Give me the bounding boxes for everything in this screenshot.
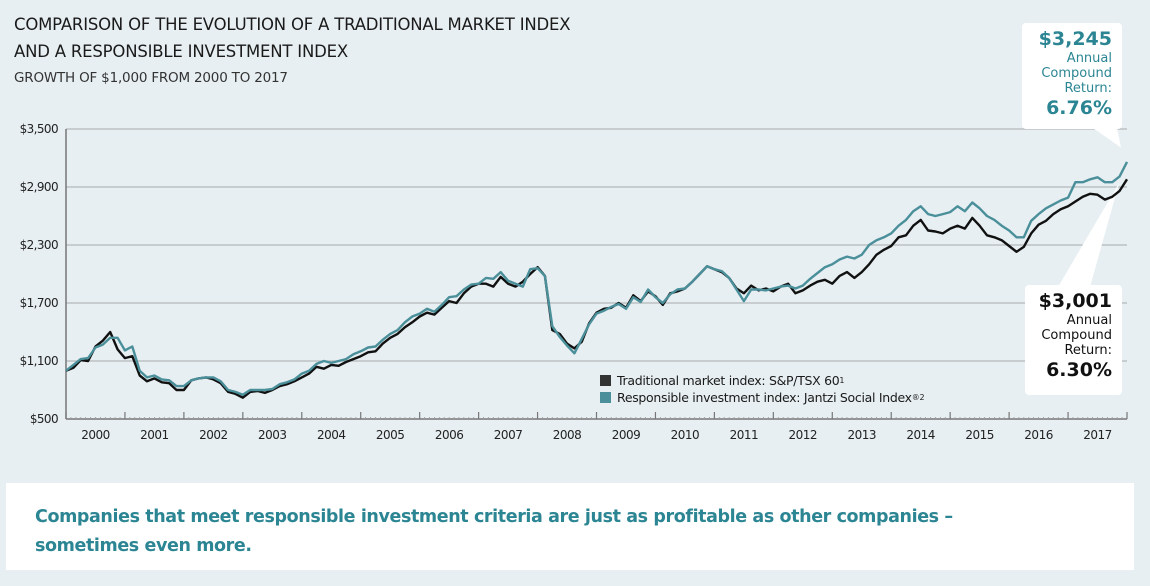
x-tick-label: 2005 [376, 428, 405, 442]
y-tick-label: $1,100 [20, 354, 58, 368]
x-tick-label: 2001 [140, 428, 169, 442]
legend-label-responsible: Responsible investment index: Jantzi Soc… [617, 390, 912, 405]
legend-label-traditional: Traditional market index: S&P/TSX 60 [617, 373, 840, 388]
x-tick-label: 2009 [612, 428, 641, 442]
callout-traditional-label-1: Annual [1066, 313, 1112, 328]
grid-lines [66, 128, 1127, 362]
callout-traditional-value: $3,001 [1038, 290, 1112, 312]
x-tick-label: 2014 [906, 428, 935, 442]
callout-traditional-rate: 6.30% [1046, 359, 1112, 381]
chart-subtitle: GROWTH OF $1,000 FROM 2000 TO 2017 [14, 70, 288, 86]
chart-title-line-2: AND A RESPONSIBLE INVESTMENT INDEX [14, 42, 348, 61]
callout-traditional-label-3: Return: [1064, 343, 1112, 358]
x-tick-label: 2002 [199, 428, 228, 442]
legend-swatch-responsible [600, 392, 611, 403]
callout-responsible-label-1: Annual [1066, 51, 1112, 66]
callout-traditional: $3,001 Annual Compound Return: 6.30% [1025, 285, 1122, 395]
x-tick-label: 2015 [965, 428, 994, 442]
series-line-responsible [65, 161, 1129, 396]
x-tick-label: 2012 [789, 428, 818, 442]
legend-item-traditional: Traditional market index: S&P/TSX 60 1 [600, 372, 924, 389]
x-tick-label: 2004 [317, 428, 346, 442]
x-tick-label: 2013 [847, 428, 876, 442]
chart-title: COMPARISON OF THE EVOLUTION OF A TRADITI… [14, 11, 774, 65]
y-tick-label: $2,900 [20, 180, 58, 194]
x-tick-label: 2007 [494, 428, 523, 442]
x-tick-label: 2017 [1083, 428, 1112, 442]
x-tick-label: 2006 [435, 428, 464, 442]
callout-pointer-traditional [1058, 183, 1119, 287]
callout-responsible-rate: 6.76% [1046, 97, 1112, 119]
callout-responsible: $3,245 Annual Compound Return: 6.76% [1022, 23, 1122, 129]
x-tick-label: 2003 [258, 428, 287, 442]
y-tick-label: $3,500 [20, 122, 58, 136]
chart-title-line-1: COMPARISON OF THE EVOLUTION OF A TRADITI… [14, 15, 571, 34]
legend-footnote-responsible: ®2 [911, 393, 925, 402]
x-tick-label: 2016 [1024, 428, 1053, 442]
callout-pointers [1058, 128, 1121, 287]
callout-responsible-label-3: Return: [1064, 81, 1112, 96]
x-tick-label: 2011 [730, 428, 759, 442]
callout-traditional-label-2: Compound [1041, 328, 1112, 343]
y-tick-label: $1,700 [20, 296, 58, 310]
y-tick-label: $500 [30, 412, 58, 426]
y-tick-label: $2,300 [20, 238, 58, 252]
line-chart: $3,500$2,900$2,300$1,700$1,100$500 2000 2… [20, 122, 1129, 442]
x-tick-label: 2000 [81, 428, 110, 442]
callout-pointer-responsible [1093, 128, 1121, 148]
footer-message: Companies that meet responsible investme… [35, 507, 953, 556]
legend-swatch-traditional [600, 375, 611, 386]
callout-responsible-value: $3,245 [1038, 28, 1112, 50]
legend: Traditional market index: S&P/TSX 60 1 Re… [600, 372, 925, 406]
series-line-traditional [65, 178, 1129, 399]
legend-item-responsible: Responsible investment index: Jantzi Soc… [600, 389, 925, 406]
series-lines [65, 161, 1129, 399]
footer-box: Companies that meet responsible investme… [6, 483, 1134, 570]
x-tick-label: 2010 [671, 428, 700, 442]
callout-responsible-label-2: Compound [1041, 66, 1112, 81]
legend-footnote-traditional: 1 [839, 376, 845, 385]
x-axis: 2000 2001 2002 2003 2004 2005 2006 2007 2008 2009… [65, 129, 1128, 442]
y-axis-ticks: $3,500 $2,900 $2,300 $1,700 $1,100 $500 [20, 122, 59, 426]
x-tick-label: 2008 [553, 428, 582, 442]
